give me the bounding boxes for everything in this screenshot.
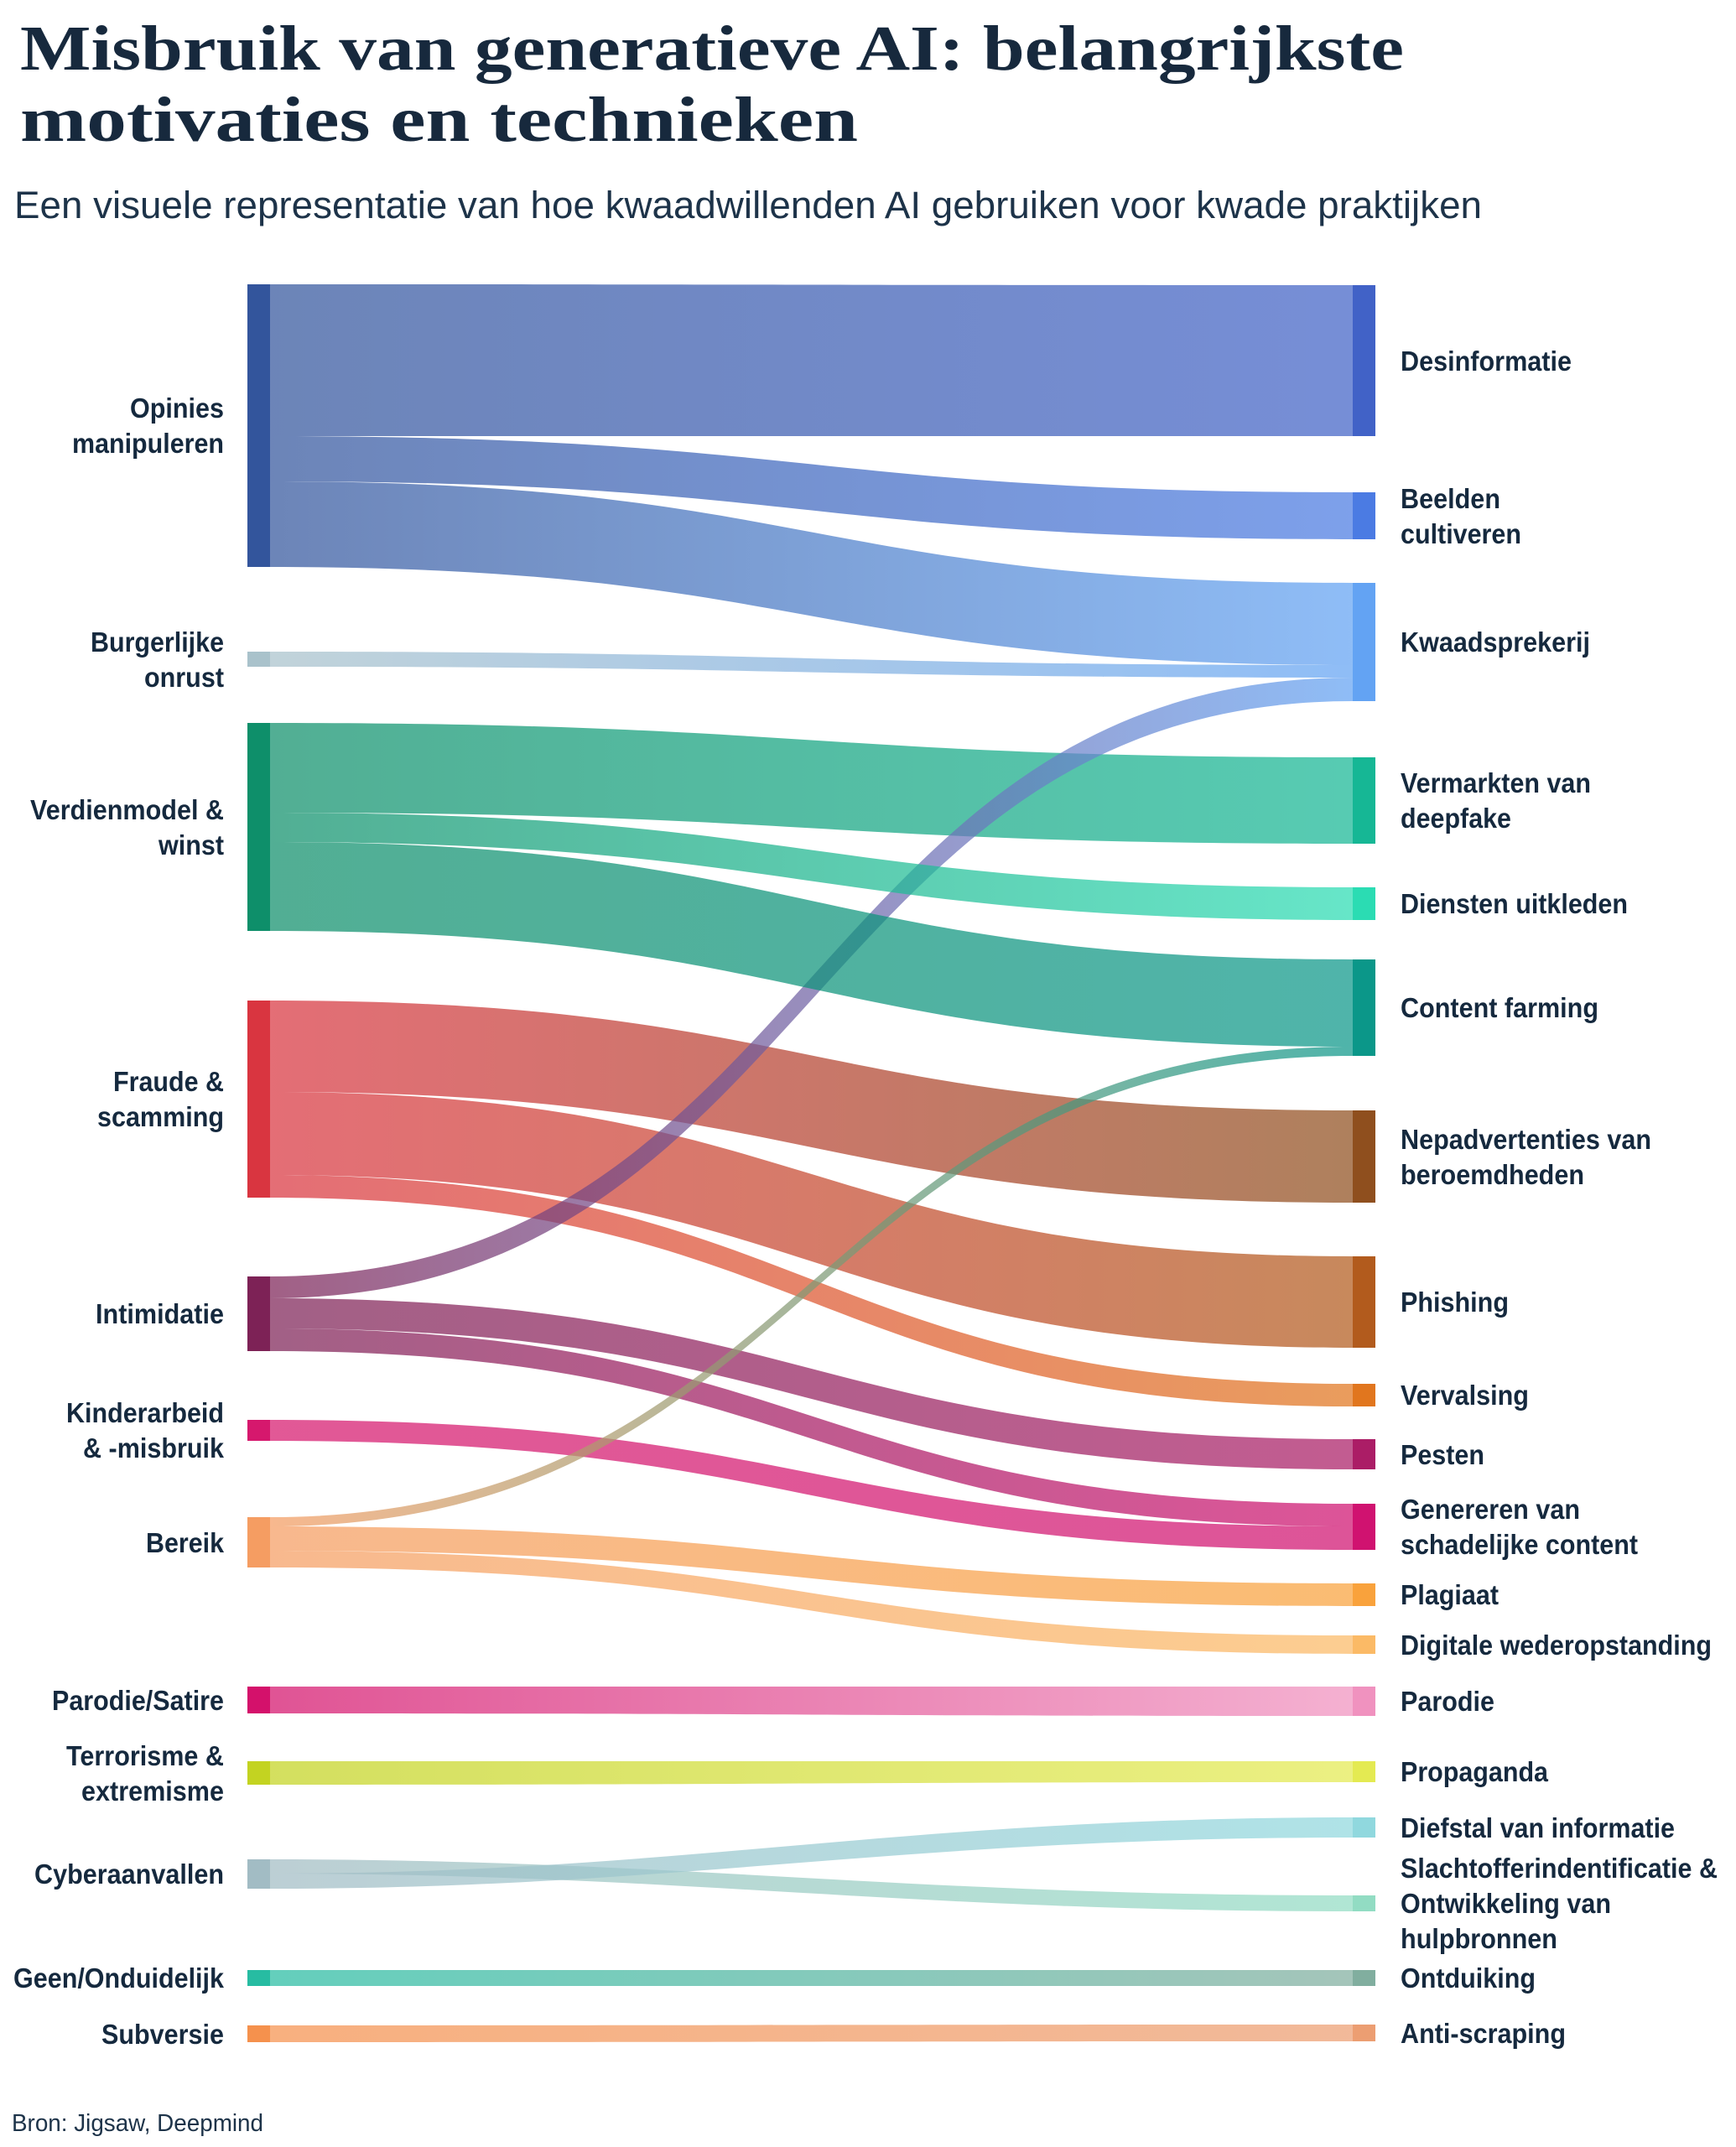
svg-text:Verdienmodel &: Verdienmodel & [30, 794, 224, 825]
svg-text:Desinformatie: Desinformatie [1401, 346, 1572, 377]
svg-text:Geen/Onduidelijk: Geen/Onduidelijk [13, 1962, 225, 1994]
svg-text:scamming: scamming [97, 1101, 224, 1132]
svg-text:Pesten: Pesten [1401, 1439, 1484, 1470]
svg-text:Diefstal van informatie: Diefstal van informatie [1401, 1812, 1675, 1843]
svg-text:hulpbronnen: hulpbronnen [1401, 1923, 1557, 1954]
svg-text:motivaties en technieken: motivaties en technieken [20, 85, 858, 155]
svg-text:Digitale wederopstanding: Digitale wederopstanding [1401, 1630, 1712, 1661]
svg-text:Nepadvertenties van: Nepadvertenties van [1401, 1124, 1651, 1155]
svg-text:Ontduiking: Ontduiking [1401, 1962, 1536, 1994]
svg-text:Parodie: Parodie [1401, 1686, 1494, 1717]
svg-text:extremisme: extremisme [81, 1775, 224, 1806]
svg-text:Bereik: Bereik [146, 1527, 225, 1558]
svg-text:Ontwikkeling van: Ontwikkeling van [1401, 1888, 1611, 1919]
svg-text:Subversie: Subversie [101, 2019, 224, 2050]
svg-text:Anti-scraping: Anti-scraping [1401, 2018, 1566, 2049]
svg-text:Fraude &: Fraude & [113, 1066, 224, 1097]
svg-text:Beelden: Beelden [1401, 483, 1500, 514]
svg-text:Parodie/Satire: Parodie/Satire [52, 1685, 224, 1716]
svg-text:schadelijke content: schadelijke content [1401, 1529, 1638, 1560]
svg-text:& -misbruik: & -misbruik [83, 1432, 225, 1463]
svg-text:onrust: onrust [144, 662, 224, 693]
svg-text:cultiveren: cultiveren [1401, 518, 1521, 549]
svg-text:Misbruik van generatieve AI: b: Misbruik van generatieve AI: belangrijks… [20, 13, 1404, 84]
svg-text:Phishing: Phishing [1401, 1287, 1509, 1318]
svg-text:beroemdheden: beroemdheden [1401, 1159, 1584, 1190]
svg-text:Burgerlijke: Burgerlijke [91, 626, 224, 658]
svg-text:Een visuele representatie van: Een visuele representatie van hoe kwaadw… [14, 184, 1482, 226]
svg-text:Content farming: Content farming [1401, 992, 1598, 1023]
svg-text:Kwaadsprekerij: Kwaadsprekerij [1401, 626, 1590, 658]
svg-text:Genereren van: Genereren van [1401, 1494, 1580, 1525]
svg-text:Cyberaanvallen: Cyberaanvallen [34, 1858, 224, 1890]
svg-text:Vermarkten van: Vermarkten van [1401, 767, 1591, 798]
svg-text:Opinies: Opinies [130, 392, 224, 424]
svg-text:Plagiaat: Plagiaat [1401, 1579, 1499, 1610]
svg-text:Bron: Jigsaw, Deepmind: Bron: Jigsaw, Deepmind [12, 2110, 263, 2137]
svg-text:winst: winst [158, 829, 224, 860]
svg-text:manipuleren: manipuleren [72, 428, 224, 459]
svg-text:Kinderarbeid: Kinderarbeid [66, 1397, 224, 1428]
svg-text:Propaganda: Propaganda [1401, 1756, 1549, 1787]
svg-text:Terrorisme &: Terrorisme & [66, 1740, 224, 1771]
svg-text:Intimidatie: Intimidatie [96, 1298, 224, 1329]
svg-text:Diensten uitkleden: Diensten uitkleden [1401, 888, 1628, 919]
svg-text:deepfake: deepfake [1401, 803, 1511, 834]
svg-text:Slachtofferindentificatie &: Slachtofferindentificatie & [1401, 1853, 1718, 1884]
svg-text:Vervalsing: Vervalsing [1401, 1380, 1529, 1411]
